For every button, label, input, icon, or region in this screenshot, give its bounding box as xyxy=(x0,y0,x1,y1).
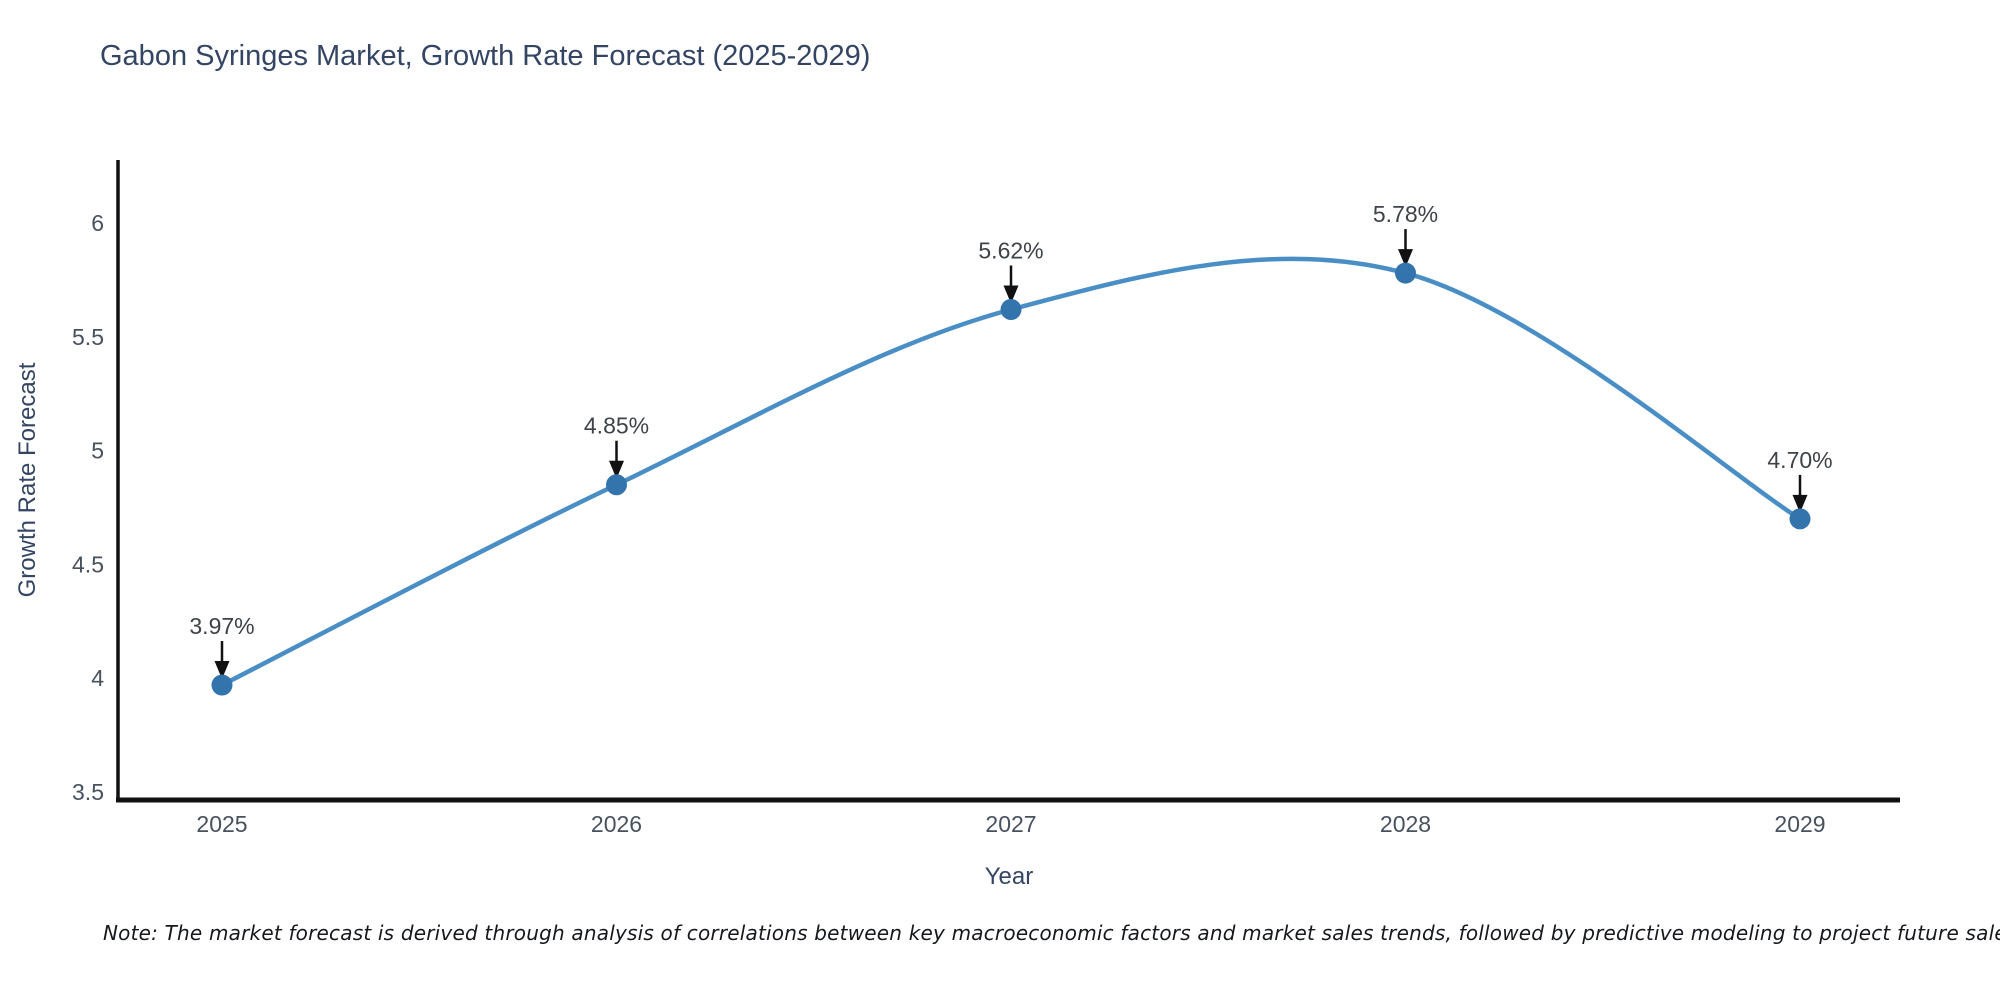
point-value-label: 3.97% xyxy=(189,613,254,639)
x-tick-label: 2026 xyxy=(591,811,642,837)
footnote: Note: The market forecast is derived thr… xyxy=(103,921,2000,945)
x-tick-label: 2028 xyxy=(1380,811,1431,837)
y-tick-label: 6 xyxy=(91,210,104,236)
y-tick-label: 4 xyxy=(91,665,104,691)
chart-title: Gabon Syringes Market, Growth Rate Forec… xyxy=(100,40,871,72)
annotation-arrowhead-icon xyxy=(609,460,624,479)
x-axis-title: Year xyxy=(984,863,1034,890)
y-tick-label: 5.5 xyxy=(72,324,104,350)
x-tick-label: 2025 xyxy=(196,811,247,837)
point-value-label: 5.62% xyxy=(978,237,1043,263)
annotation-arrowhead-icon xyxy=(214,661,230,680)
annotation-arrowhead-icon xyxy=(1398,249,1413,268)
forecast-line xyxy=(219,256,1803,688)
y-tick-label: 4.5 xyxy=(72,551,104,577)
data-point-2025[interactable] xyxy=(211,674,233,696)
data-point-2027[interactable] xyxy=(1000,298,1022,320)
annotation-arrowhead-icon xyxy=(1003,285,1019,304)
annotation-arrowhead-icon xyxy=(1792,494,1808,513)
x-tick-label: 2029 xyxy=(1774,811,1825,837)
y-tick-label: 3.5 xyxy=(72,779,104,805)
point-value-label: 5.78% xyxy=(1373,201,1438,227)
data-point-2026[interactable] xyxy=(606,474,627,496)
x-tick-label: 2027 xyxy=(985,811,1036,837)
y-tick-label: 5 xyxy=(91,438,104,464)
data-point-2028[interactable] xyxy=(1395,262,1416,284)
point-value-label: 4.85% xyxy=(584,413,649,439)
point-value-label: 4.70% xyxy=(1767,447,1832,473)
data-point-2029[interactable] xyxy=(1789,508,1811,530)
